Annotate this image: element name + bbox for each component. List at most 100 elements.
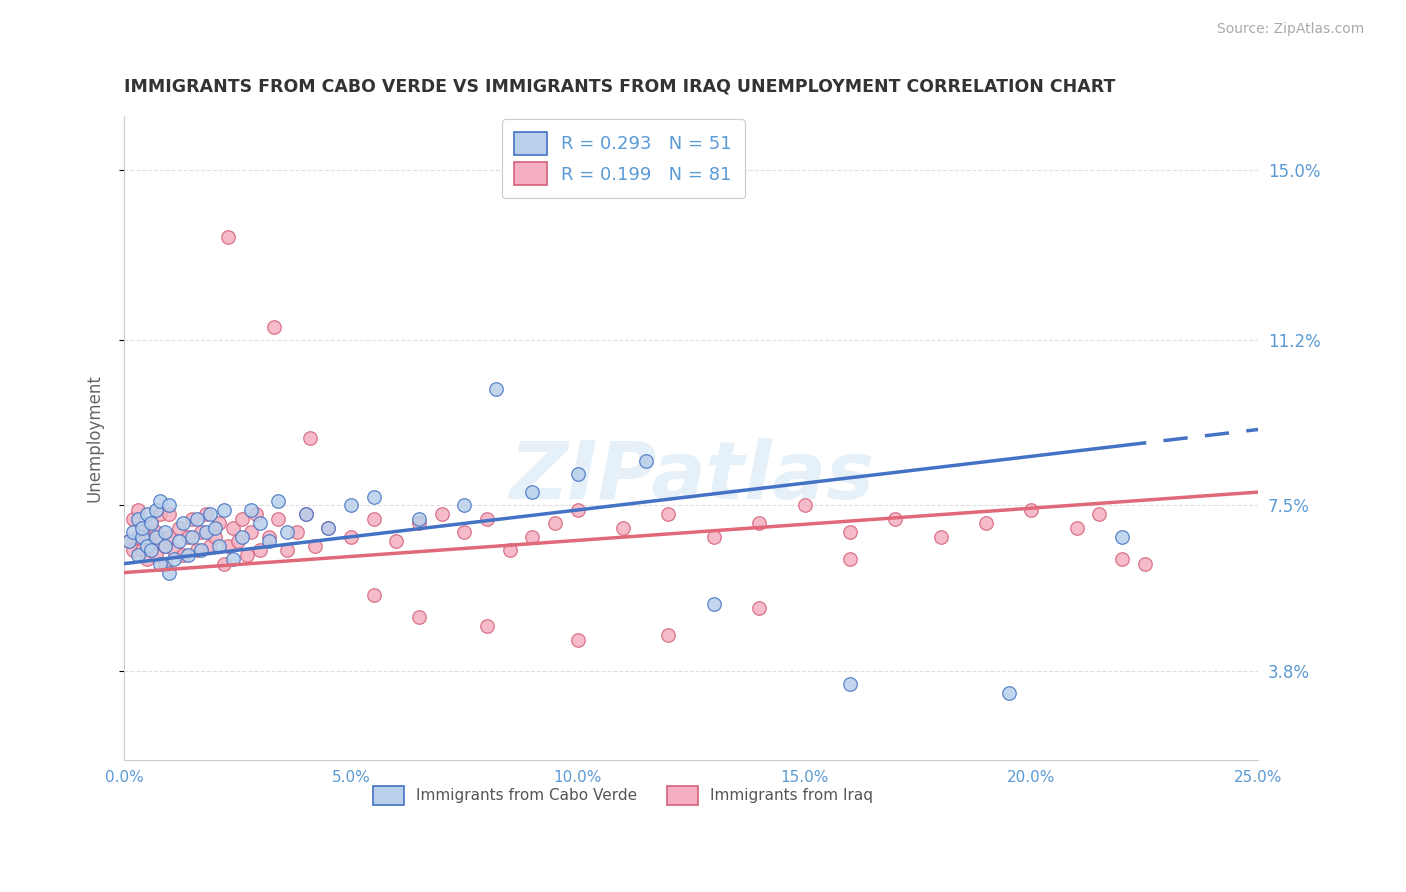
Point — [276, 525, 298, 540]
Point — [1133, 557, 1156, 571]
Point — [453, 525, 475, 540]
Point — [748, 516, 770, 531]
Point — [884, 512, 907, 526]
Point — [974, 516, 997, 531]
Point — [839, 552, 862, 566]
Point — [249, 543, 271, 558]
Point — [145, 525, 167, 540]
Point — [522, 485, 544, 500]
Point — [127, 548, 149, 562]
Point — [499, 543, 522, 558]
Legend: Immigrants from Cabo Verde, Immigrants from Iraq: Immigrants from Cabo Verde, Immigrants f… — [367, 780, 879, 811]
Point — [172, 548, 194, 562]
Y-axis label: Unemployment: Unemployment — [86, 375, 103, 502]
Point — [1066, 521, 1088, 535]
Point — [141, 539, 163, 553]
Point — [159, 499, 181, 513]
Point — [249, 516, 271, 531]
Point — [212, 557, 235, 571]
Point — [430, 508, 453, 522]
Point — [259, 530, 281, 544]
Point — [167, 521, 190, 535]
Point — [131, 530, 153, 544]
Point — [263, 319, 285, 334]
Point — [340, 499, 363, 513]
Point — [657, 628, 679, 642]
Point — [208, 539, 231, 553]
Point — [294, 508, 316, 522]
Point — [793, 499, 815, 513]
Point — [141, 543, 163, 558]
Point — [141, 516, 163, 531]
Point — [181, 512, 204, 526]
Point — [208, 516, 231, 531]
Point — [194, 508, 217, 522]
Point — [226, 534, 249, 549]
Point — [127, 512, 149, 526]
Point — [153, 557, 176, 571]
Point — [159, 530, 181, 544]
Point — [167, 534, 190, 549]
Point — [212, 503, 235, 517]
Point — [153, 539, 176, 553]
Point — [190, 543, 212, 558]
Point — [240, 525, 263, 540]
Point — [159, 508, 181, 522]
Point — [176, 548, 198, 562]
Point — [163, 543, 186, 558]
Point — [200, 539, 222, 553]
Point — [259, 534, 281, 549]
Point — [149, 534, 172, 549]
Point — [408, 610, 430, 624]
Point — [153, 539, 176, 553]
Point — [135, 530, 157, 544]
Point — [299, 431, 322, 445]
Point — [231, 530, 253, 544]
Point — [217, 230, 239, 244]
Point — [567, 503, 589, 517]
Point — [122, 525, 145, 540]
Point — [217, 539, 239, 553]
Point — [363, 588, 385, 602]
Point — [839, 525, 862, 540]
Point — [145, 548, 167, 562]
Point — [163, 552, 186, 566]
Point — [385, 534, 408, 549]
Point — [294, 508, 316, 522]
Point — [186, 512, 208, 526]
Point — [186, 543, 208, 558]
Point — [634, 454, 657, 468]
Point — [485, 382, 508, 396]
Point — [149, 508, 172, 522]
Point — [145, 530, 167, 544]
Text: IMMIGRANTS FROM CABO VERDE VS IMMIGRANTS FROM IRAQ UNEMPLOYMENT CORRELATION CHAR: IMMIGRANTS FROM CABO VERDE VS IMMIGRANTS… — [124, 78, 1115, 95]
Point — [285, 525, 308, 540]
Point — [135, 508, 157, 522]
Point — [522, 530, 544, 544]
Point — [316, 521, 339, 535]
Point — [222, 552, 245, 566]
Point — [131, 521, 153, 535]
Point — [363, 512, 385, 526]
Point — [475, 512, 498, 526]
Point — [231, 512, 253, 526]
Point — [703, 530, 725, 544]
Point — [204, 530, 226, 544]
Point — [135, 539, 157, 553]
Point — [141, 516, 163, 531]
Point — [118, 534, 141, 549]
Point — [149, 494, 172, 508]
Text: ZIPatlas: ZIPatlas — [509, 438, 873, 516]
Point — [1111, 530, 1133, 544]
Point — [245, 508, 267, 522]
Point — [703, 597, 725, 611]
Point — [1021, 503, 1043, 517]
Point — [839, 677, 862, 691]
Point — [222, 521, 245, 535]
Point — [453, 499, 475, 513]
Point — [1088, 508, 1111, 522]
Point — [567, 467, 589, 482]
Point — [200, 508, 222, 522]
Point — [408, 512, 430, 526]
Point — [190, 525, 212, 540]
